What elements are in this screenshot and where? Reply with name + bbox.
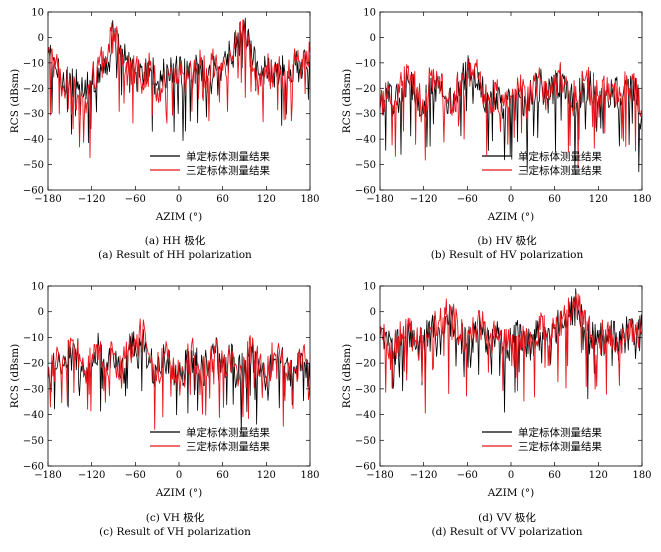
y-tick-label: −20 xyxy=(355,84,376,95)
y-tick-label: −30 xyxy=(23,384,44,395)
y-tick-label: −10 xyxy=(23,333,44,344)
y-tick-label: −50 xyxy=(355,160,376,171)
axes-frame xyxy=(379,285,643,467)
y-tick-label: 0 xyxy=(38,307,44,318)
x-tick-label: 0 xyxy=(508,194,514,205)
y-axis-label: RCS (dBsm) xyxy=(341,344,353,408)
caption-en: (a) Result of HH polarization xyxy=(98,249,252,261)
x-tick-label: −120 xyxy=(78,194,105,205)
y-tick-label: −60 xyxy=(355,186,376,197)
y-tick-label: −20 xyxy=(355,359,376,370)
legend-label: 三定标体测量结果 xyxy=(518,440,602,453)
y-tick-label: −50 xyxy=(23,160,44,171)
x-tick-label: 0 xyxy=(176,194,182,205)
y-tick-label: −40 xyxy=(355,135,376,146)
series-line-triple xyxy=(47,19,311,158)
x-tick-label: 0 xyxy=(508,470,514,481)
x-tick-label: −180 xyxy=(34,470,61,481)
x-tick-label: −180 xyxy=(366,194,393,205)
y-tick-label: 0 xyxy=(38,33,44,44)
chart-panel-b: −180 −120 −60 0 60 120 180 10 0 −10 −20 −30 −40 −50 −6… xyxy=(341,8,652,262)
x-tick-label: −180 xyxy=(366,470,393,481)
y-tick-label: −10 xyxy=(355,58,376,69)
y-tick-label: 10 xyxy=(363,8,376,19)
x-tick-label: 120 xyxy=(257,194,276,205)
x-axis-label: AZIM (°) xyxy=(487,211,535,223)
y-tick-label: −40 xyxy=(355,410,376,421)
x-tick-label: 180 xyxy=(632,470,651,481)
x-tick-label: 60 xyxy=(548,194,561,205)
x-tick-label: −120 xyxy=(410,470,437,481)
x-axis-label: AZIM (°) xyxy=(155,211,203,223)
y-axis-label: RCS (dBsm) xyxy=(341,69,353,133)
legend-label: 单定标体测量结果 xyxy=(186,150,270,163)
x-tick-label: −60 xyxy=(125,194,146,205)
x-tick-label: 0 xyxy=(176,470,182,481)
y-tick-label: 0 xyxy=(370,307,376,318)
legend-label: 三定标体测量结果 xyxy=(186,164,270,177)
y-tick-label: −10 xyxy=(23,58,44,69)
y-axis-label: RCS (dBsm) xyxy=(9,69,21,133)
y-tick-label: −30 xyxy=(23,109,44,120)
x-tick-label: −60 xyxy=(457,194,478,205)
y-tick-label: 0 xyxy=(370,33,376,44)
y-tick-label: −50 xyxy=(355,436,376,447)
y-tick-label: 10 xyxy=(31,8,44,19)
caption-en: (c) Result of VH polarization xyxy=(99,526,251,538)
x-tick-label: 180 xyxy=(300,194,319,205)
y-tick-label: −40 xyxy=(23,410,44,421)
y-tick-label: −60 xyxy=(355,462,376,473)
legend-label: 单定标体测量结果 xyxy=(518,426,602,439)
y-tick-label: −50 xyxy=(23,436,44,447)
x-tick-label: −120 xyxy=(78,470,105,481)
caption-cn: (d) VV 极化 xyxy=(478,511,536,524)
chart-panel-c: −180 −120 −60 0 60 120 180 10 0 −10 −20 −30 −40 −50 −6… xyxy=(9,282,320,539)
caption-en: (b) Result of HV polarization xyxy=(431,249,584,261)
caption-cn: (c) VH 极化 xyxy=(146,511,205,524)
x-tick-label: 120 xyxy=(257,470,276,481)
y-tick-label: −30 xyxy=(355,384,376,395)
series-line-triple xyxy=(47,318,311,430)
legend-label: 单定标体测量结果 xyxy=(186,426,270,439)
y-tick-label: −60 xyxy=(23,186,44,197)
x-tick-label: −120 xyxy=(410,194,437,205)
y-tick-label: −10 xyxy=(355,333,376,344)
x-tick-label: 120 xyxy=(589,470,608,481)
chart-panel-d: −180 −120 −60 0 60 120 180 10 0 −10 −20 −30 −40 −50 −6… xyxy=(341,282,652,539)
x-tick-label: 180 xyxy=(300,470,319,481)
x-tick-label: −60 xyxy=(457,470,478,481)
series-line-triple xyxy=(379,293,643,414)
x-tick-label: 60 xyxy=(548,470,561,481)
legend-label: 单定标体测量结果 xyxy=(518,150,602,163)
x-tick-label: 180 xyxy=(632,194,651,205)
y-tick-label: −20 xyxy=(23,359,44,370)
series-line-triple xyxy=(379,58,643,169)
caption-cn: (a) HH 极化 xyxy=(145,234,206,247)
legend-label: 三定标体测量结果 xyxy=(518,164,602,177)
caption-cn: (b) HV 极化 xyxy=(477,234,537,247)
legend-label: 三定标体测量结果 xyxy=(186,440,270,453)
chart-panel-a: −180 −120 −60 0 60 120 180 10 0 −10 −20 −30 −40 −50 −6… xyxy=(9,8,320,262)
x-axis-label: AZIM (°) xyxy=(155,487,203,499)
caption-en: (d) Result of VV polarization xyxy=(432,526,583,538)
y-tick-label: −30 xyxy=(355,109,376,120)
x-tick-label: −180 xyxy=(34,194,61,205)
y-tick-label: 10 xyxy=(31,282,44,293)
y-tick-label: −40 xyxy=(23,135,44,146)
series-line-single xyxy=(379,55,643,173)
y-axis-label: RCS (dBsm) xyxy=(9,344,21,408)
x-axis-label: AZIM (°) xyxy=(487,487,535,499)
y-tick-label: −60 xyxy=(23,462,44,473)
x-tick-label: −60 xyxy=(125,470,146,481)
y-tick-label: 10 xyxy=(363,282,376,293)
y-tick-label: −20 xyxy=(23,84,44,95)
x-tick-label: 60 xyxy=(216,470,229,481)
x-tick-label: 120 xyxy=(589,194,608,205)
x-tick-label: 60 xyxy=(216,194,229,205)
